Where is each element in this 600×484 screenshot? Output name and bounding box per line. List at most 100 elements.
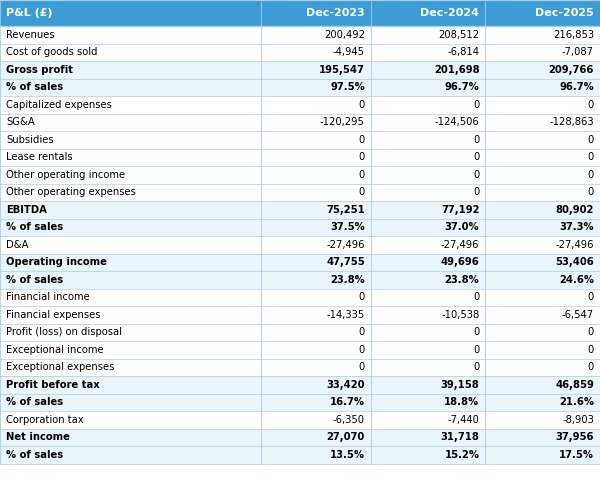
Text: Lease rentals: Lease rentals [6,152,73,162]
Bar [0,376,261,393]
Text: 97.5%: 97.5% [330,82,365,92]
Bar [485,359,600,376]
Text: 0: 0 [473,170,479,180]
Bar [485,323,600,341]
Text: 0: 0 [473,152,479,162]
Bar [0,78,261,96]
Text: 96.7%: 96.7% [559,82,594,92]
Bar [261,183,371,201]
Text: 0: 0 [588,135,594,145]
Text: 0: 0 [473,100,479,110]
Bar [371,376,485,393]
Bar [371,446,485,464]
Text: 195,547: 195,547 [319,65,365,75]
Bar [0,114,261,131]
Text: -6,350: -6,350 [333,415,365,425]
Bar [261,166,371,183]
Bar [261,288,371,306]
Bar [0,26,261,44]
Bar [261,201,371,218]
Text: 0: 0 [359,327,365,337]
Bar [0,323,261,341]
Bar [371,183,485,201]
Bar [261,236,371,254]
Bar [0,61,261,78]
Bar [371,0,485,26]
Text: Dec-2023: Dec-2023 [306,8,365,18]
Text: -14,335: -14,335 [326,310,365,320]
Text: 39,158: 39,158 [440,380,479,390]
Bar [261,61,371,78]
Text: % of sales: % of sales [6,450,63,460]
Bar [485,0,600,26]
Bar [371,114,485,131]
Bar [0,393,261,411]
Text: EBITDA: EBITDA [6,205,47,215]
Text: -4,945: -4,945 [333,47,365,57]
Text: SG&A: SG&A [6,117,35,127]
Bar [485,393,600,411]
Bar [485,114,600,131]
Text: 24.6%: 24.6% [559,275,594,285]
Text: -10,538: -10,538 [441,310,479,320]
Text: 53,406: 53,406 [555,257,594,267]
Bar [371,341,485,359]
Text: 33,420: 33,420 [326,380,365,390]
Bar [261,26,371,44]
Bar [485,149,600,166]
Text: % of sales: % of sales [6,222,63,232]
Bar [371,428,485,446]
Text: 31,718: 31,718 [440,432,479,442]
Bar [485,96,600,114]
Bar [0,149,261,166]
Bar [371,288,485,306]
Bar [485,271,600,288]
Bar [261,114,371,131]
Bar [261,428,371,446]
Bar [485,411,600,428]
Bar [371,254,485,271]
Text: 0: 0 [473,345,479,355]
Bar [371,96,485,114]
Bar [0,236,261,254]
Text: -6,547: -6,547 [562,310,594,320]
Text: Gross profit: Gross profit [6,65,73,75]
Text: -128,863: -128,863 [550,117,594,127]
Bar [485,288,600,306]
Bar [0,201,261,218]
Text: 96.7%: 96.7% [445,82,479,92]
Text: 47,755: 47,755 [326,257,365,267]
Bar [0,341,261,359]
Bar [0,0,261,26]
Text: 0: 0 [359,362,365,372]
Bar [485,183,600,201]
Text: 21.6%: 21.6% [559,397,594,407]
Text: -27,496: -27,496 [556,240,594,250]
Text: 0: 0 [473,187,479,197]
Bar [371,26,485,44]
Text: 0: 0 [359,152,365,162]
Text: % of sales: % of sales [6,397,63,407]
Text: 0: 0 [359,292,365,302]
Bar [261,376,371,393]
Text: -6,814: -6,814 [448,47,479,57]
Text: 46,859: 46,859 [555,380,594,390]
Text: -7,440: -7,440 [448,415,479,425]
Text: -8,903: -8,903 [562,415,594,425]
Bar [371,61,485,78]
Text: 17.5%: 17.5% [559,450,594,460]
Bar [371,271,485,288]
Bar [371,323,485,341]
Text: Other operating income: Other operating income [6,170,125,180]
Text: Financial income: Financial income [6,292,90,302]
Bar [485,341,600,359]
Bar [371,359,485,376]
Text: 23.8%: 23.8% [330,275,365,285]
Bar [371,44,485,61]
Text: 200,492: 200,492 [324,30,365,40]
Text: 75,251: 75,251 [326,205,365,215]
Bar [261,359,371,376]
Bar [0,96,261,114]
Bar [485,166,600,183]
Text: -120,295: -120,295 [320,117,365,127]
